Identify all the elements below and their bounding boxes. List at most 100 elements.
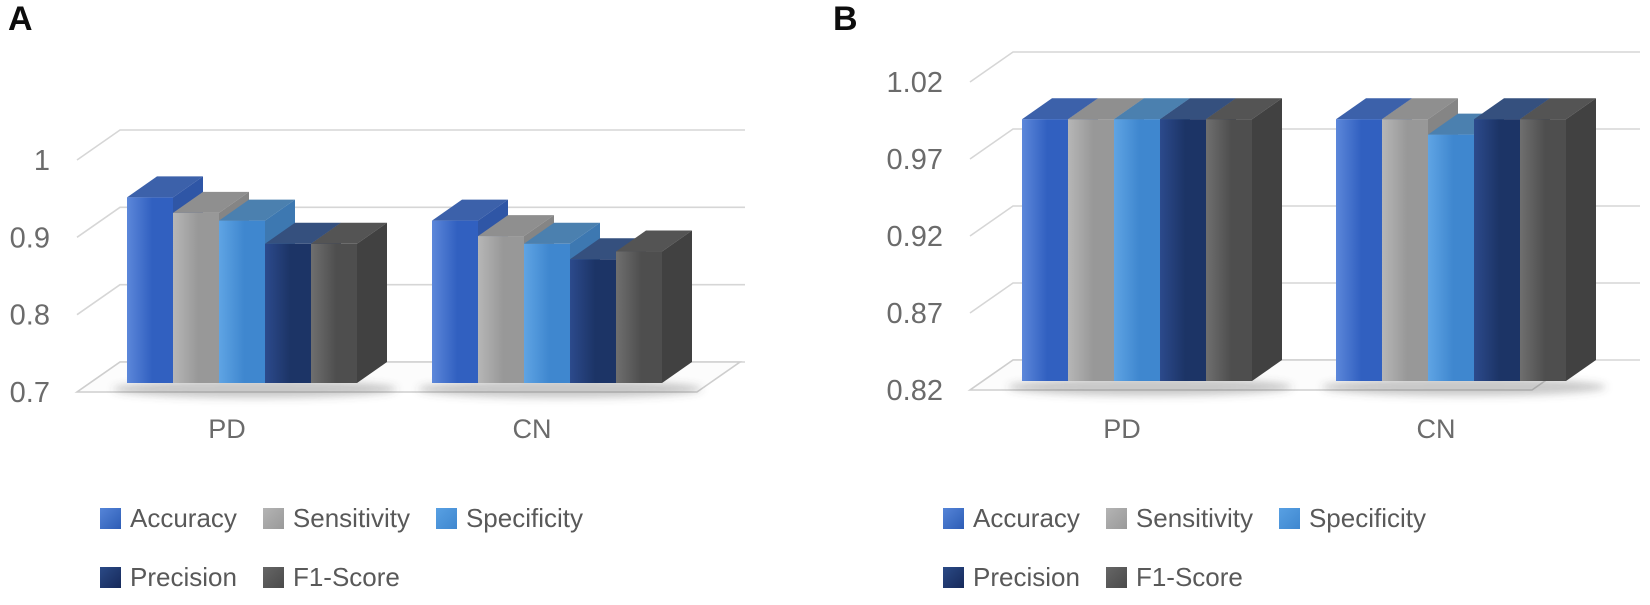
y-axis-tick-label: 0.9 bbox=[10, 222, 50, 254]
legend-swatch-icon bbox=[1105, 567, 1127, 588]
legend-swatch-icon bbox=[1278, 508, 1300, 529]
bar-precision-pd bbox=[265, 243, 311, 383]
bar-f1-score-pd bbox=[1206, 119, 1252, 381]
bar-top-face bbox=[265, 222, 341, 244]
bar-accuracy-cn bbox=[432, 220, 478, 383]
legend-row: Accuracy Sensitivity Specificity bbox=[943, 503, 1426, 534]
bar-top-face bbox=[1382, 98, 1458, 120]
legend-row: Precision F1-Score bbox=[100, 562, 583, 593]
legend-label: Precision bbox=[973, 562, 1080, 592]
bar-top-face bbox=[432, 199, 508, 221]
legend-item-f1-score: F1-Score bbox=[262, 562, 400, 593]
legend-swatch-icon bbox=[262, 567, 284, 588]
legend-label: F1-Score bbox=[292, 562, 400, 592]
legend-b: Accuracy Sensitivity Specificity Precision F… bbox=[943, 503, 1426, 593]
bar-top-face bbox=[478, 215, 554, 237]
y-axis-tick-label: 0.7 bbox=[10, 377, 50, 409]
x-axis-category-label: CN bbox=[1417, 414, 1456, 444]
bar-specificity-pd bbox=[219, 220, 265, 383]
legend-swatch-icon bbox=[435, 508, 457, 529]
bar-precision-pd bbox=[1160, 119, 1206, 381]
legend-item-specificity: Specificity bbox=[435, 503, 584, 534]
legend-label: Accuracy bbox=[130, 503, 237, 533]
gridline bbox=[76, 206, 745, 238]
legend-row: Accuracy Sensitivity Specificity bbox=[100, 503, 583, 534]
legend-swatch-icon bbox=[943, 567, 964, 588]
x-axis-category-label: PD bbox=[208, 414, 246, 444]
panel-b: B 1.02 0.97 0.92 0.87 0.82 PD CN Accuracy Sensi… bbox=[825, 0, 1650, 605]
bar-side-face bbox=[357, 222, 387, 383]
y-axis-tick-label: 1 bbox=[34, 145, 50, 177]
legend-label: F1-Score bbox=[1135, 562, 1243, 592]
gridline bbox=[969, 51, 1640, 83]
bar-side-face bbox=[1566, 98, 1596, 381]
bar-group-shadow bbox=[1008, 378, 1292, 396]
bar-top-face bbox=[1336, 98, 1412, 120]
bar-top-face bbox=[1206, 98, 1282, 120]
legend-label: Sensitivity bbox=[292, 503, 410, 533]
bar-top-face bbox=[1022, 98, 1098, 120]
y-axis-tick-label: 1.02 bbox=[887, 67, 943, 99]
bar-group-shadow bbox=[1322, 378, 1606, 396]
legend-swatch-icon bbox=[100, 508, 121, 529]
x-axis-category-label: PD bbox=[1103, 414, 1141, 444]
legend-item-sensitivity: Sensitivity bbox=[1105, 503, 1253, 534]
bar-top-face bbox=[1068, 98, 1144, 120]
bar-sensitivity-cn bbox=[1382, 119, 1428, 381]
legend-label: Accuracy bbox=[973, 503, 1080, 533]
legend-swatch-icon bbox=[943, 508, 964, 529]
bar-specificity-cn bbox=[1428, 134, 1474, 381]
bar-sensitivity-pd bbox=[173, 212, 219, 383]
legend-label: Precision bbox=[130, 562, 237, 592]
bar-sensitivity-pd bbox=[1068, 119, 1114, 381]
bar-precision-cn bbox=[1474, 119, 1520, 381]
legend-label: Specificity bbox=[465, 503, 584, 533]
legend-swatch-icon bbox=[1105, 508, 1127, 529]
y-axis-tick-label: 0.8 bbox=[10, 300, 50, 332]
chart-a-canvas: 1 0.9 0.8 0.7 PD CN bbox=[10, 129, 745, 444]
panel-a: A 1 0.9 0.8 0.7 PD CN Accuracy Sensitivity Spec… bbox=[8, 0, 745, 593]
panel-a-label: A bbox=[8, 0, 33, 38]
legend-item-accuracy: Accuracy bbox=[943, 503, 1080, 534]
legend-item-f1-score: F1-Score bbox=[1105, 562, 1243, 593]
legend-a: Accuracy Sensitivity Specificity Precision F… bbox=[100, 503, 583, 593]
bar-top-face bbox=[219, 199, 295, 221]
gridline bbox=[76, 129, 745, 161]
bar-f1-score-pd bbox=[311, 243, 357, 383]
bar-group-shadow bbox=[113, 380, 397, 398]
y-axis-tick-label: 0.82 bbox=[887, 375, 943, 407]
y-axis-tick-label: 0.97 bbox=[887, 144, 943, 176]
bar-precision-cn bbox=[570, 259, 616, 383]
bar-f1-score-cn bbox=[616, 251, 662, 383]
legend-row: Precision F1-Score bbox=[943, 562, 1426, 593]
bar-top-face bbox=[616, 230, 692, 252]
bar-top-face bbox=[1474, 98, 1550, 120]
legend-item-specificity: Specificity bbox=[1278, 503, 1427, 534]
legend-item-precision: Precision bbox=[100, 562, 237, 593]
bar-accuracy-pd bbox=[1022, 119, 1068, 381]
bar-top-face bbox=[1114, 98, 1190, 120]
bar-side-face bbox=[1252, 98, 1282, 381]
legend-item-accuracy: Accuracy bbox=[100, 503, 237, 534]
legend-swatch-icon bbox=[262, 508, 284, 529]
bar-top-face bbox=[524, 222, 600, 244]
panel-b-label: B bbox=[833, 0, 858, 38]
bar-side-face bbox=[662, 230, 692, 383]
x-axis-category-label: CN bbox=[513, 414, 552, 444]
bar-top-face bbox=[570, 238, 646, 260]
legend-item-sensitivity: Sensitivity bbox=[262, 503, 410, 534]
y-axis-tick-label: 0.92 bbox=[887, 221, 943, 253]
bar-top-face bbox=[1160, 98, 1236, 120]
y-axis-tick-label: 0.87 bbox=[887, 298, 943, 330]
legend-swatch-icon bbox=[100, 567, 121, 588]
bar-accuracy-pd bbox=[127, 197, 173, 383]
bar-group-shadow bbox=[418, 380, 702, 398]
chart-b-canvas: 1.02 0.97 0.92 0.87 0.82 PD CN bbox=[887, 51, 1640, 444]
bar-accuracy-cn bbox=[1336, 119, 1382, 381]
bar-top-face bbox=[173, 191, 249, 213]
bar-specificity-pd bbox=[1114, 119, 1160, 381]
bar-sensitivity-cn bbox=[478, 236, 524, 383]
legend-label: Specificity bbox=[1308, 503, 1427, 533]
bar-top-face bbox=[127, 176, 203, 198]
bar-top-face bbox=[1520, 98, 1596, 120]
